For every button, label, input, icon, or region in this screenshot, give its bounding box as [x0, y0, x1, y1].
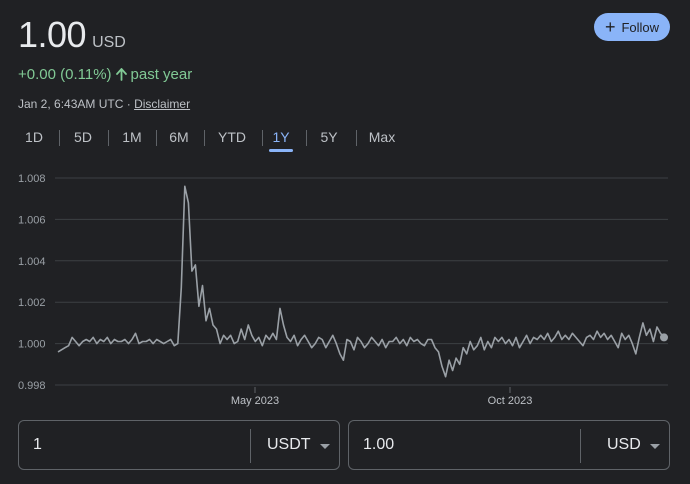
y-tick-label: 1.002	[18, 297, 46, 309]
chart-grid	[55, 177, 668, 386]
tab-divider	[108, 130, 109, 146]
x-tick-label: Oct 2023	[488, 395, 533, 407]
price-header: 1.00 USD	[18, 14, 126, 56]
tab-5y[interactable]: 5Y	[320, 129, 338, 145]
y-tick-label: 1.004	[18, 256, 46, 268]
tab-1y[interactable]: 1Y	[268, 126, 294, 152]
to-currency-select[interactable]: USD	[607, 436, 641, 453]
tab-divider	[306, 130, 307, 146]
tab-6m[interactable]: 6M	[169, 129, 189, 145]
chevron-down-icon[interactable]	[320, 444, 330, 449]
current-price: 1.00	[18, 14, 87, 55]
x-tick-label: May 2023	[231, 395, 279, 407]
converter-from: 1 USDT	[18, 420, 340, 470]
chevron-down-icon[interactable]	[650, 444, 660, 449]
from-currency-select[interactable]: USDT	[267, 436, 311, 453]
tab-5d[interactable]: 5D	[74, 129, 92, 145]
from-amount-input[interactable]: 1	[33, 436, 42, 453]
tab-divider	[156, 130, 157, 146]
meta-separator: ·	[126, 97, 131, 111]
timestamp-line: Jan 2, 6:43AM UTC · Disclaimer	[18, 97, 190, 111]
price-series-line	[57, 185, 665, 378]
y-tick-label: 1.006	[18, 214, 46, 226]
price-currency: USD	[92, 34, 126, 51]
tab-divider	[262, 130, 263, 146]
converter-to: 1.00 USD	[348, 420, 670, 470]
arrow-up-icon	[115, 68, 127, 81]
range-tabs: 1D 5D 1M 6M YTD 1Y 5Y Max	[0, 126, 690, 154]
disclaimer-link[interactable]: Disclaimer	[134, 97, 191, 111]
tab-max[interactable]: Max	[368, 129, 396, 145]
converter-divider	[580, 429, 581, 463]
follow-label: Follow	[621, 19, 660, 35]
y-tick-label: 1.000	[18, 339, 46, 351]
tab-ytd[interactable]: YTD	[218, 129, 246, 145]
plus-icon: +	[604, 17, 616, 37]
tab-divider	[59, 130, 60, 146]
change-value: +0.00 (0.11%)	[18, 66, 112, 83]
last-price-marker	[660, 333, 668, 342]
to-amount-input[interactable]: 1.00	[363, 436, 395, 453]
x-axis-labels: May 2023 Oct 2023	[231, 387, 532, 407]
tab-divider	[204, 130, 205, 146]
price-change: +0.00 (0.11%) past year	[18, 66, 192, 83]
y-tick-label: 0.998	[18, 380, 46, 392]
y-tick-label: 1.008	[18, 173, 46, 185]
tab-1m[interactable]: 1M	[122, 129, 142, 145]
change-period: past year	[130, 66, 193, 83]
tab-divider	[356, 130, 357, 146]
price-chart[interactable]: 1.008 1.006 1.004 1.002 1.000 0.998 May 2023 O…	[0, 160, 690, 410]
timestamp: Jan 2, 6:43AM UTC	[18, 97, 124, 111]
y-axis-labels: 1.008 1.006 1.004 1.002 1.000 0.998	[18, 173, 46, 392]
converter-divider	[250, 429, 251, 463]
tab-1d[interactable]: 1D	[25, 129, 43, 145]
follow-button[interactable]: + Follow	[594, 13, 670, 41]
